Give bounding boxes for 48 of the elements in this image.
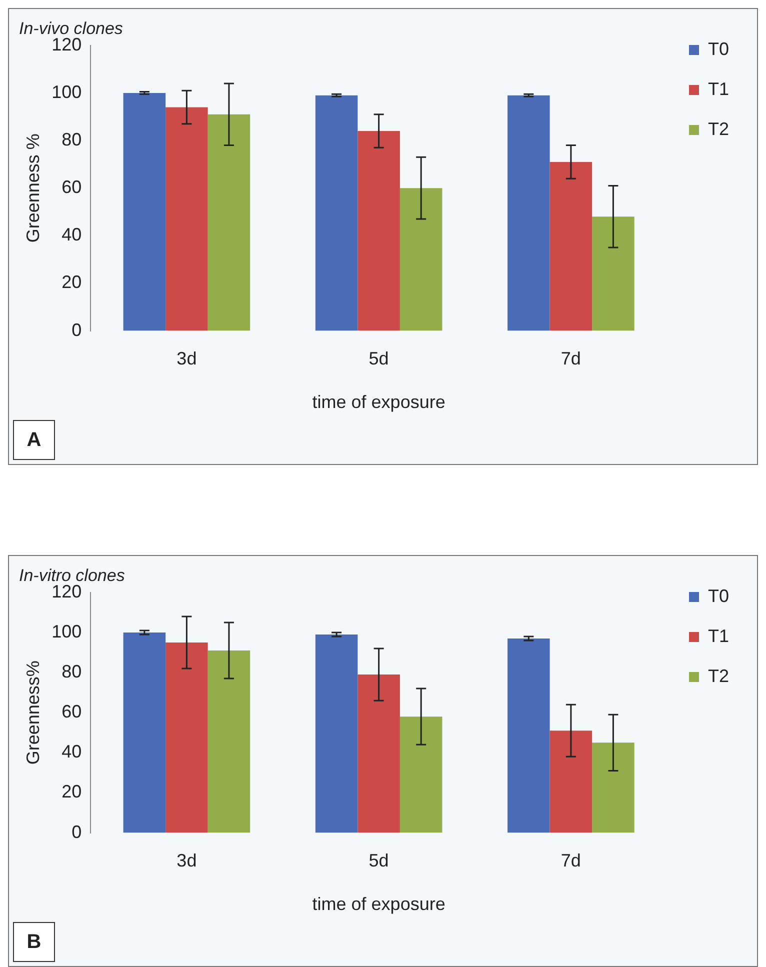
y-tick-label: 0 [72,822,82,842]
y-axis-title: Greenness% [22,660,43,765]
bar [123,632,166,833]
y-tick-label: 40 [62,224,82,245]
y-tick-label: 100 [52,82,82,102]
bar [208,650,250,833]
x-tick-label: 5d [368,348,389,369]
y-tick-label: 20 [62,782,82,802]
legend-label: T2 [708,118,730,139]
y-tick-label: 60 [62,177,82,198]
text: B [13,922,55,962]
y-axis-title: Greenness % [22,134,43,243]
bar [508,638,550,833]
x-tick-label: 3d [176,850,197,871]
legend-label: T0 [708,38,730,59]
bar [315,634,358,833]
x-axis-title: time of exposure [312,392,446,412]
legend-label: T0 [708,586,730,606]
bar [400,716,442,833]
y-tick-label: 60 [62,702,82,722]
y-tick-label: 0 [72,320,82,340]
bar [550,162,592,331]
y-tick-label: 40 [62,742,82,762]
legend-label: T2 [708,666,730,686]
bar [123,92,166,331]
y-tick-label: 80 [62,662,82,682]
bar [592,742,634,833]
y-tick-label: 20 [62,272,82,292]
x-tick-label: 3d [176,348,197,369]
bar [592,216,634,331]
legend-label: T1 [708,626,730,646]
legend-label: T1 [708,78,730,99]
bar [508,95,550,331]
bar [166,642,208,833]
bar [358,674,400,833]
x-tick-label: 5d [368,850,389,871]
x-tick-label: 7d [560,348,581,369]
bar [550,730,592,833]
y-tick-label: 100 [52,621,82,642]
bar [166,107,208,331]
text: A [13,420,55,460]
bar [358,131,400,331]
bar [315,95,358,331]
bar [208,114,250,331]
x-tick-label: 7d [560,850,581,871]
x-axis-title: time of exposure [312,894,446,914]
y-tick-label: 80 [62,130,82,150]
bar [400,188,442,331]
